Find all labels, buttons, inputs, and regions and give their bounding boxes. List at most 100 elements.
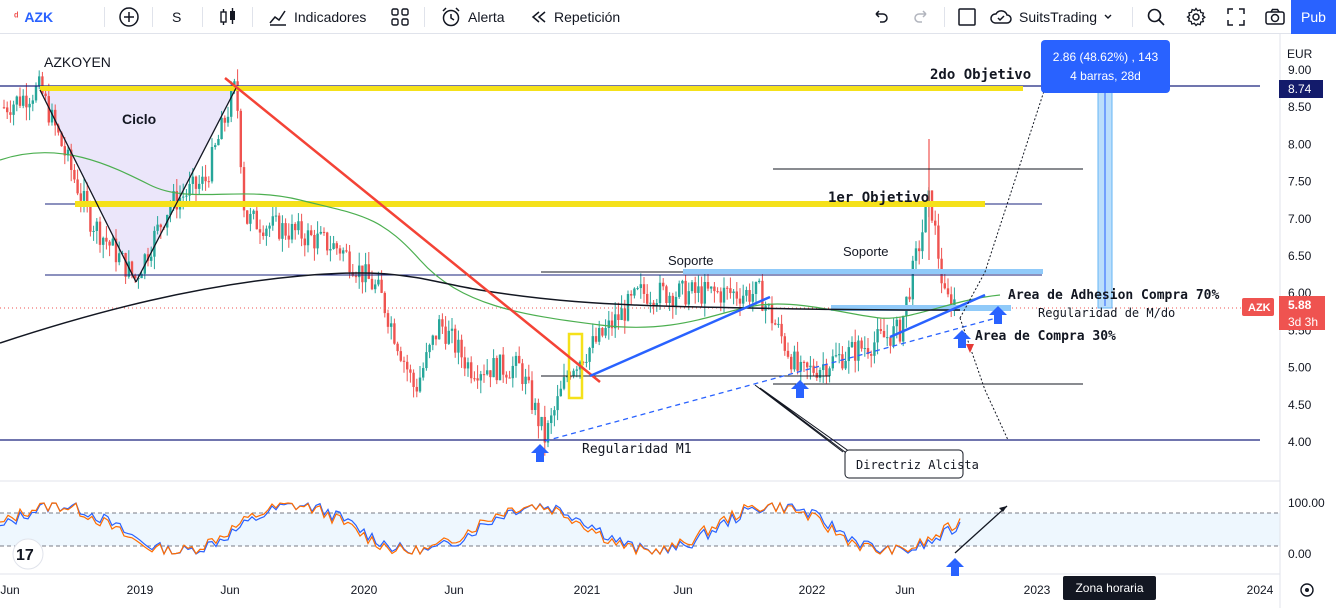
time-tick-label: 2024 bbox=[1247, 583, 1274, 597]
target2-label[interactable]: 2do Objetivo bbox=[930, 67, 1031, 83]
candle-body bbox=[530, 380, 534, 410]
snapshot-button[interactable] bbox=[1264, 0, 1286, 34]
candle-body bbox=[230, 89, 233, 117]
candle-body bbox=[15, 96, 18, 105]
adhesion-zone[interactable] bbox=[831, 305, 1011, 311]
support2-label[interactable]: Soporte bbox=[843, 244, 889, 259]
replay-button[interactable]: Repetición bbox=[530, 0, 620, 34]
candle-body bbox=[886, 337, 889, 339]
target1-highlight[interactable] bbox=[75, 201, 985, 207]
monthly-reg-label[interactable]: Regularidad de M/do bbox=[1038, 306, 1175, 320]
support-zone[interactable] bbox=[683, 269, 1043, 274]
support1-label[interactable]: Soporte bbox=[668, 253, 714, 268]
candle-body bbox=[105, 237, 108, 242]
last-price-text: 5.88 bbox=[1288, 298, 1312, 312]
candle-body bbox=[476, 378, 479, 381]
m1-reg-label[interactable]: Regularidad M1 bbox=[582, 442, 692, 457]
candle-body bbox=[950, 294, 953, 310]
uptrend-line-2[interactable] bbox=[889, 293, 986, 339]
candle-body bbox=[95, 221, 98, 231]
fullscreen-button[interactable] bbox=[1226, 0, 1246, 34]
candle-body bbox=[550, 415, 553, 424]
buy-arrow-icon[interactable] bbox=[953, 330, 971, 348]
candle-body bbox=[63, 146, 66, 156]
buy-arrow-icon[interactable] bbox=[531, 444, 549, 462]
trendline-callout[interactable]: Directriz Alcista bbox=[754, 384, 979, 479]
candle-body bbox=[498, 354, 502, 381]
buy-area-label[interactable]: Area de Compra 30% bbox=[975, 329, 1116, 344]
redo-button[interactable] bbox=[912, 0, 930, 34]
indicators-icon bbox=[269, 10, 286, 26]
chart-type-button[interactable] bbox=[218, 0, 238, 34]
candle-body bbox=[255, 210, 258, 230]
currency-label[interactable]: EUR bbox=[1287, 47, 1313, 61]
symbol-search[interactable]: ᵈ AZK bbox=[14, 0, 53, 34]
candle-body bbox=[428, 344, 431, 353]
timezone-button[interactable]: Zona horaria bbox=[1063, 576, 1156, 600]
tradingview-logo[interactable]: 17 bbox=[12, 538, 44, 570]
adhesion-label[interactable]: Area de Adhesion Compra 70% bbox=[1008, 288, 1219, 303]
timezone-label: Zona horaria bbox=[1075, 581, 1144, 595]
candle-body bbox=[674, 296, 678, 307]
save-layout-button[interactable]: SuitsTrading bbox=[989, 0, 1113, 34]
candle-body bbox=[41, 76, 44, 94]
axis-settings-button[interactable] bbox=[1300, 583, 1314, 597]
candle-body bbox=[943, 283, 946, 289]
downtrend-line[interactable] bbox=[224, 77, 601, 383]
layout-select-button[interactable] bbox=[957, 0, 977, 34]
interval-button[interactable]: S bbox=[172, 0, 181, 34]
candle-body bbox=[543, 416, 546, 443]
directriz-line[interactable] bbox=[544, 316, 1001, 442]
fullscreen-icon bbox=[1227, 8, 1245, 26]
cycle-label[interactable]: Ciclo bbox=[122, 111, 156, 127]
target1-label[interactable]: 1er Objetivo bbox=[828, 190, 929, 206]
buy-arrow-icon[interactable] bbox=[791, 380, 809, 398]
candle-body bbox=[918, 248, 921, 252]
candle-body bbox=[527, 376, 530, 381]
alert-button[interactable]: Alerta bbox=[440, 0, 505, 34]
candle-body bbox=[422, 368, 425, 378]
candle-body bbox=[601, 327, 604, 336]
osc-projection-line[interactable] bbox=[954, 505, 1008, 554]
price-chart[interactable]: AZKOYEN Ciclo 2do Objetivo 1er Objetivo … bbox=[0, 34, 1336, 608]
candle-body bbox=[44, 93, 47, 97]
projection-up[interactable] bbox=[959, 87, 1046, 319]
candle-body bbox=[505, 374, 508, 378]
candle-body bbox=[342, 250, 345, 254]
candle-body bbox=[626, 293, 630, 321]
cycle-right-line[interactable] bbox=[135, 87, 237, 283]
undo-button[interactable] bbox=[872, 0, 890, 34]
candle-body bbox=[86, 190, 89, 206]
candle-body bbox=[630, 293, 633, 296]
candle-body bbox=[847, 347, 850, 361]
buy-arrow-icon[interactable] bbox=[989, 306, 1007, 324]
osc-band bbox=[0, 513, 1280, 546]
time-axis[interactable]: Jun 2019 Jun 2020 Jun 2021 Jun 2022 Jun 2023 2024 bbox=[0, 583, 1273, 597]
buy-arrow-icon[interactable] bbox=[946, 558, 964, 576]
target2-highlight[interactable] bbox=[40, 86, 1023, 91]
candle-body bbox=[658, 282, 662, 304]
trendline-label: Directriz Alcista bbox=[856, 458, 979, 472]
projection-down[interactable] bbox=[959, 317, 1009, 441]
candle-body bbox=[454, 328, 457, 353]
candle-body bbox=[735, 291, 738, 299]
indicators-button[interactable]: Indicadores bbox=[268, 0, 366, 34]
templates-button[interactable] bbox=[390, 0, 410, 34]
cycle-left-line[interactable] bbox=[39, 89, 137, 283]
candle-body bbox=[882, 330, 886, 338]
uptrend-line-1[interactable] bbox=[589, 295, 771, 378]
candle-body bbox=[751, 293, 754, 302]
candle-body bbox=[438, 319, 441, 340]
candle-body bbox=[198, 183, 201, 189]
candle-body bbox=[450, 328, 454, 331]
candle-body bbox=[271, 216, 274, 226]
candle-body bbox=[38, 76, 41, 87]
square-layout-icon bbox=[958, 8, 976, 26]
candle-body bbox=[194, 176, 198, 189]
search-button[interactable] bbox=[1146, 0, 1166, 34]
time-tick-label: 2020 bbox=[351, 583, 378, 597]
candle-body bbox=[553, 410, 556, 416]
publish-button[interactable]: Pub bbox=[1291, 0, 1336, 34]
compare-button[interactable] bbox=[118, 0, 140, 34]
settings-button[interactable] bbox=[1185, 0, 1207, 34]
